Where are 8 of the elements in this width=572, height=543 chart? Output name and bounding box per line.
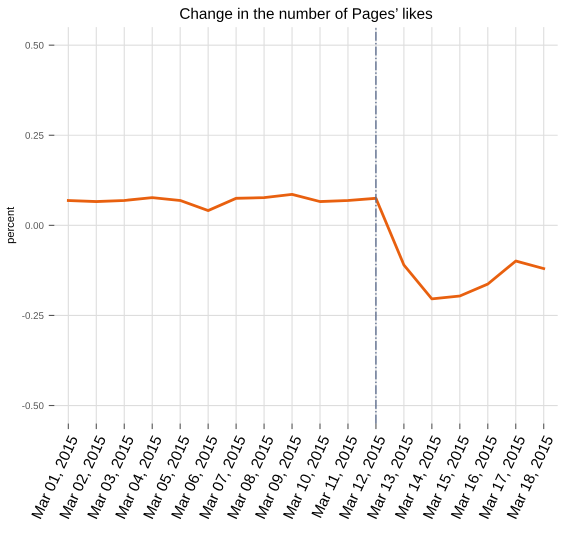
y-tick-label: -0.50 xyxy=(22,402,44,410)
y-tick-label: 0.50 xyxy=(25,42,44,49)
line-series xyxy=(66,192,546,300)
chart-title: Change in the number of Pages’ likes xyxy=(180,8,432,22)
y-tick-label: 0.00 xyxy=(25,222,44,229)
y-tick-label: 0.25 xyxy=(25,132,44,139)
y-tick-label: -0.25 xyxy=(22,312,44,320)
y-axis-title: percent xyxy=(6,206,16,244)
